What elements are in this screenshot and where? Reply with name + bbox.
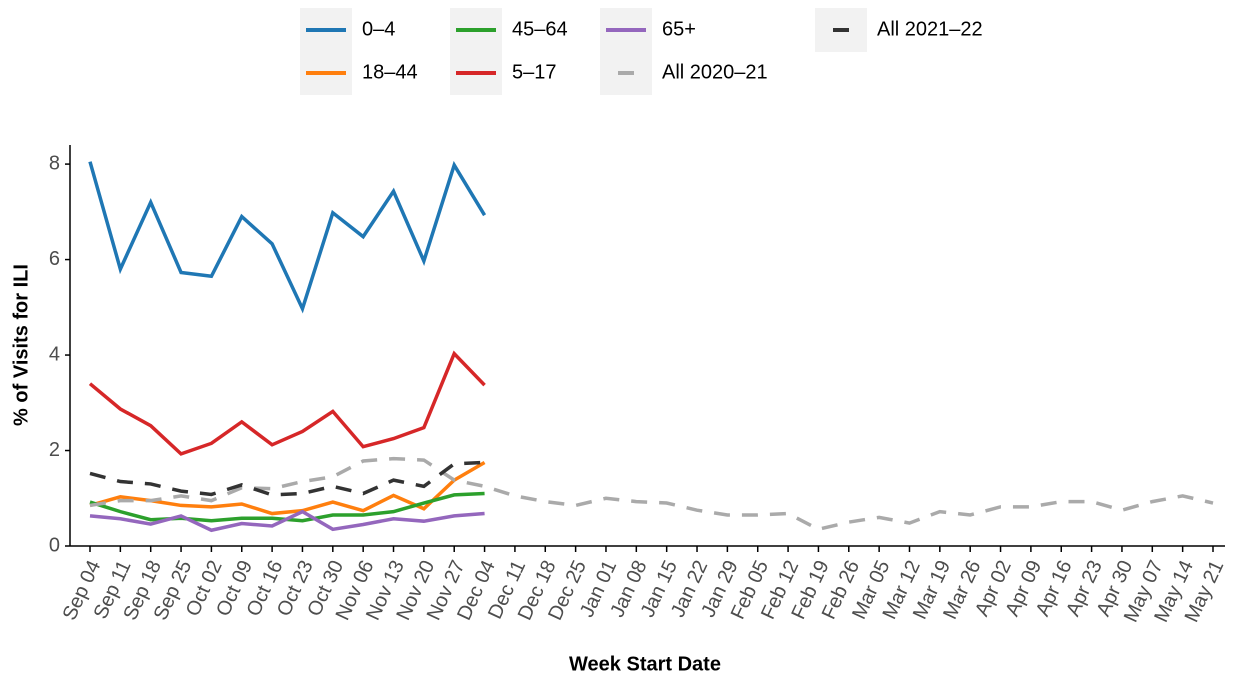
legend-label: 0–4 [362,18,395,40]
x-axis-title: Week Start Date [569,653,721,675]
legend-label: All 2020–21 [662,61,768,83]
y-tick-label: 6 [49,248,60,270]
series-line [89,460,486,516]
legend-label: 5–17 [512,61,557,83]
series-line [89,456,1214,532]
series-line [89,460,485,497]
legend-label: 45–64 [512,18,568,40]
y-axis-title: % of Visits for ILI [10,264,32,426]
series-line [88,350,486,456]
legend-label: 18–44 [362,61,418,83]
series-line [88,160,487,314]
y-tick-label: 4 [49,343,60,365]
legend-label: All 2021–22 [877,18,983,40]
y-tick-label: 8 [49,152,60,174]
series-line [89,509,485,533]
legend-label: 65+ [662,18,696,40]
y-tick-label: 0 [49,534,60,556]
y-tick-label: 2 [49,439,60,461]
